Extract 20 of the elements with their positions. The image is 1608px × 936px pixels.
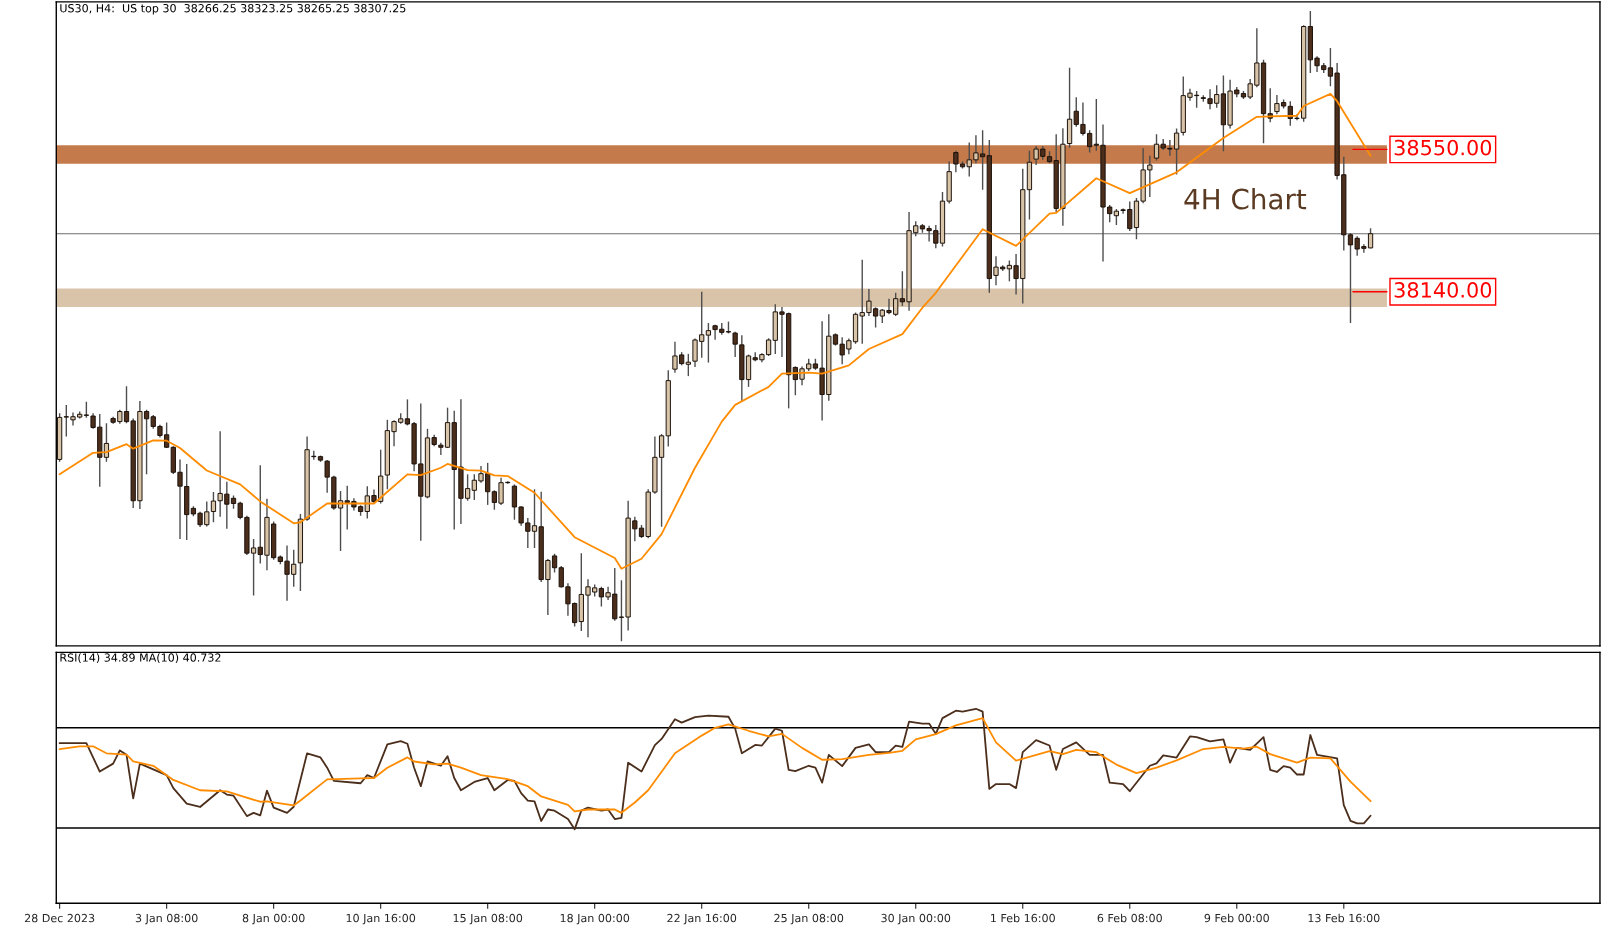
x-tick-label: 22 Jan 16:00	[667, 913, 737, 925]
candlestick	[685, 353, 691, 377]
ref-line-label: 38140.00	[1394, 282, 1492, 298]
chart-title: RSI(14) 34.89 MA(10) 40.732	[60, 653, 221, 664]
candlestick	[705, 322, 712, 364]
x-tick-label: 8 Jan 00:00	[242, 913, 305, 925]
x-tick-label: 30 Jan 00:00	[881, 913, 951, 925]
x-tick-label: 10 Jan 16:00	[346, 913, 416, 925]
x-tick-label: 18 Jan 00:00	[560, 913, 630, 925]
x-tick-label: 6 Feb 08:00	[1097, 913, 1162, 923]
x-tick-label: 13 Feb 16:00	[1308, 913, 1380, 923]
ref-line-label: 38550.00	[1394, 139, 1492, 156]
x-tick-label: 25 Jan 08:00	[774, 913, 844, 925]
x-tick-label: 15 Jan 08:00	[453, 913, 523, 925]
x-tick-label: 9 Feb 00:00	[1204, 913, 1269, 923]
x-tick-label: 1 Feb 16:00	[991, 913, 1055, 923]
x-tick-label: 3 Jan 08:00	[135, 913, 198, 925]
chart-title: US30, H4: US top 30 38266.25 38323.25 38265.25 38307.25	[60, 4, 406, 15]
x-tick-label: 28 Dec 2023	[24, 913, 95, 923]
annotation: 4H Chart	[1184, 188, 1307, 210]
